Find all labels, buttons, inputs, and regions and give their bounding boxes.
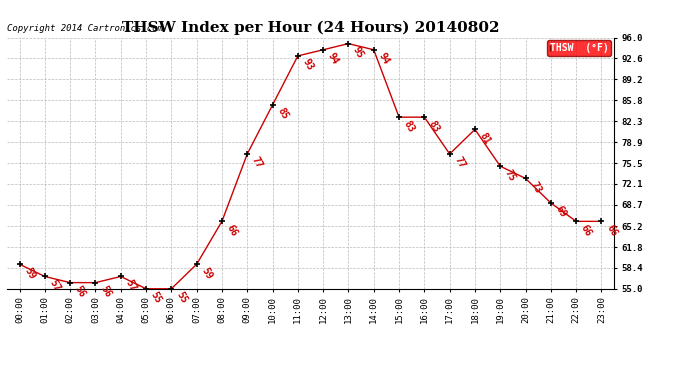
Text: 66: 66 [225, 223, 239, 238]
Text: 77: 77 [453, 155, 467, 171]
Text: 56: 56 [98, 284, 112, 299]
Text: 57: 57 [48, 278, 62, 293]
Text: 94: 94 [326, 51, 340, 66]
Text: 81: 81 [477, 131, 492, 146]
Text: 55: 55 [174, 290, 188, 305]
Text: 59: 59 [199, 266, 214, 281]
Text: 77: 77 [250, 155, 264, 171]
Text: 83: 83 [427, 118, 442, 134]
Title: THSW Index per Hour (24 Hours) 20140802: THSW Index per Hour (24 Hours) 20140802 [121, 21, 500, 35]
Text: 73: 73 [529, 180, 543, 195]
Legend: THSW  (°F): THSW (°F) [546, 40, 611, 56]
Text: 93: 93 [301, 57, 315, 72]
Text: 69: 69 [553, 204, 568, 219]
Text: 57: 57 [124, 278, 138, 293]
Text: 56: 56 [73, 284, 88, 299]
Text: 66: 66 [604, 223, 619, 238]
Text: 75: 75 [503, 168, 518, 183]
Text: 94: 94 [377, 51, 391, 66]
Text: 66: 66 [579, 223, 593, 238]
Text: 83: 83 [402, 118, 416, 134]
Text: 95: 95 [351, 45, 366, 60]
Text: Copyright 2014 Cartronics.com: Copyright 2014 Cartronics.com [7, 24, 163, 33]
Text: 55: 55 [149, 290, 164, 305]
Text: 59: 59 [22, 266, 37, 281]
Text: 85: 85 [275, 106, 290, 122]
